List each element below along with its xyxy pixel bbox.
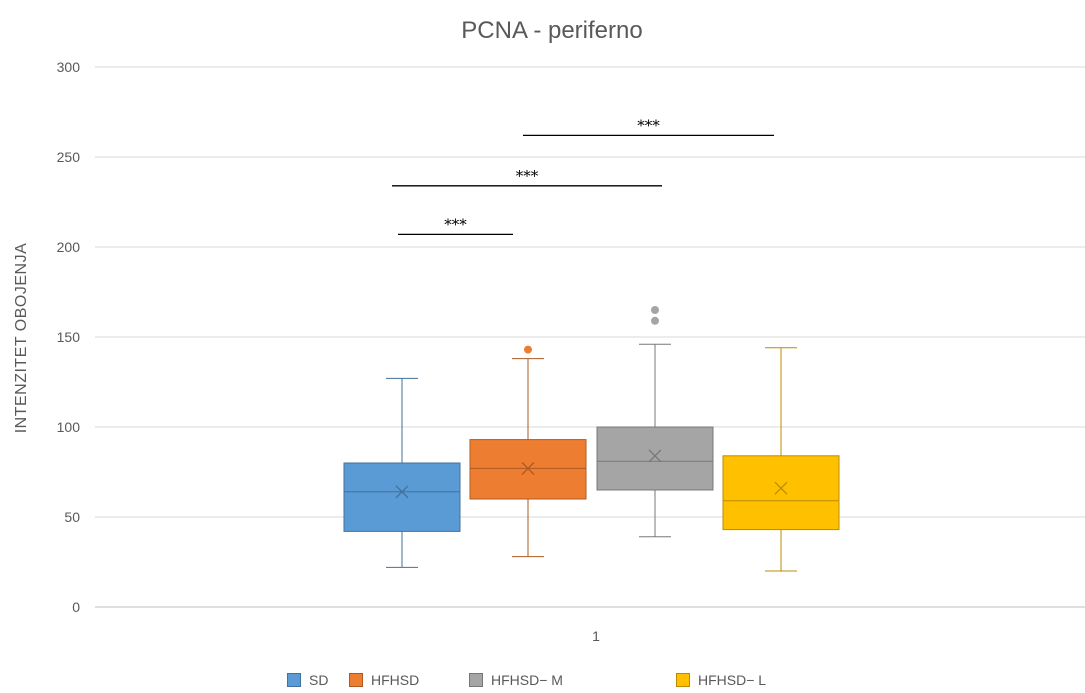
legend-label-hfhsd: HFHSD <box>371 672 420 688</box>
outlier-point <box>524 345 532 354</box>
y-tick-label: 100 <box>57 419 81 435</box>
y-axis-ticks: 0 50 100 150 200 250 300 <box>57 59 81 615</box>
box-hfhsd <box>469 345 587 558</box>
legend-item-hfhsd-m: HFHSD− M <box>469 672 563 688</box>
y-tick-label: 300 <box>57 59 81 75</box>
outlier-point <box>651 306 659 314</box>
legend-label-hfhsd-m: HFHSD− M <box>491 672 563 688</box>
y-tick-label: 200 <box>57 239 81 255</box>
mean-marker <box>774 481 788 495</box>
iqr-box <box>722 455 840 531</box>
iqr-box <box>596 426 714 491</box>
chart-title: PCNA - periferno <box>461 17 642 44</box>
legend-swatch-sd <box>287 673 301 687</box>
y-tick-label: 50 <box>64 509 80 525</box>
y-tick-label: 150 <box>57 329 81 345</box>
y-tick-label: 0 <box>72 599 80 615</box>
mean-marker <box>521 461 535 475</box>
significance-stars: *** <box>444 215 467 233</box>
chart-legend: SD HFHSD HFHSD− M HFHSD− L <box>0 672 1085 692</box>
legend-item-hfhsd-l: HFHSD− L <box>676 672 766 688</box>
iqr-box <box>343 462 461 532</box>
mean-marker <box>648 449 662 463</box>
significance-stars: *** <box>516 167 539 185</box>
legend-item-hfhsd: HFHSD <box>349 672 419 688</box>
box-hfhsd-l <box>722 347 840 572</box>
legend-label-sd: SD <box>309 672 329 688</box>
legend-item-sd: SD <box>287 672 328 688</box>
legend-swatch-hfhsd-l <box>676 673 690 687</box>
box-sd <box>343 377 461 568</box>
x-category-label: 1 <box>592 628 600 644</box>
mean-marker <box>395 485 409 499</box>
significance-annotations: *** *** *** <box>392 116 774 236</box>
legend-label-hfhsd-l: HFHSD− L <box>698 672 767 688</box>
gridlines <box>95 66 1085 608</box>
y-tick-label: 250 <box>57 149 81 165</box>
y-axis-label: INTENZITET OBOJENJA <box>13 243 30 434</box>
box-plot-chart: PCNA - periferno INTENZITET OBOJENJA 0 50… <box>13 17 1085 644</box>
significance-stars: *** <box>637 116 660 134</box>
legend-swatch-hfhsd <box>349 673 363 687</box>
legend-swatch-hfhsd-m <box>469 673 483 687</box>
box-hfhsd-m <box>596 306 714 538</box>
boxes <box>343 306 840 572</box>
outlier-point <box>651 316 659 325</box>
